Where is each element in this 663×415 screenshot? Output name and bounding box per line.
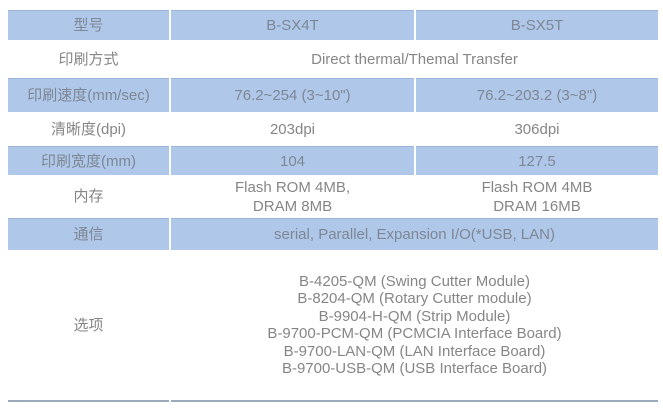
bottom-border-segment-right bbox=[171, 400, 658, 402]
table-row-options: 选项 B-4205-QM (Swing Cutter Module) B-820… bbox=[8, 250, 658, 400]
memory-value-bsx5t: Flash ROM 4MB DRAM 16MB bbox=[481, 178, 593, 215]
memory-value-bsx4t: Flash ROM 4MB, DRAM 8MB bbox=[234, 178, 351, 215]
table-row-model: 型号 B-SX4T B-SX5T bbox=[8, 10, 658, 40]
options-value-list: B-4205-QM (Swing Cutter Module) B-8204-Q… bbox=[267, 272, 562, 378]
row-label-print-width: 印刷宽度(mm) bbox=[8, 146, 169, 175]
print-width-value-bsx4t: 104 bbox=[171, 146, 414, 175]
row-label-print-speed: 印刷速度(mm/sec) bbox=[8, 78, 169, 112]
row-label-communication: 通信 bbox=[8, 218, 169, 250]
row-label-model: 型号 bbox=[8, 10, 169, 40]
print-speed-value-bsx4t: 76.2~254 (3~10") bbox=[171, 78, 414, 112]
table-row-print-method: 印刷方式 Direct thermal/Themal Transfer bbox=[8, 40, 658, 78]
table-row-resolution: 清晰度(dpi) 203dpi 306dpi bbox=[8, 112, 658, 146]
row-label-print-method: 印刷方式 bbox=[58, 50, 119, 68]
print-width-value-bsx5t: 127.5 bbox=[416, 146, 658, 175]
table-bottom-border bbox=[8, 400, 658, 402]
table-row-print-speed: 印刷速度(mm/sec) 76.2~254 (3~10") 76.2~203.2… bbox=[8, 78, 658, 112]
table-row-memory: 内存 Flash ROM 4MB, DRAM 8MB Flash ROM 4MB… bbox=[8, 175, 658, 218]
table-row-communication: 通信 serial, Parallel, Expansion I/O(*USB,… bbox=[8, 218, 658, 250]
row-label-memory: 内存 bbox=[73, 188, 104, 205]
row-label-resolution: 清晰度(dpi) bbox=[50, 120, 126, 138]
print-speed-value-bsx5t: 76.2~203.2 (3~8") bbox=[416, 78, 658, 112]
print-method-value: Direct thermal/Themal Transfer bbox=[311, 50, 518, 68]
model-value-bsx4t: B-SX4T bbox=[171, 10, 414, 40]
resolution-value-bsx4t: 203dpi bbox=[269, 120, 316, 138]
table-row-print-width: 印刷宽度(mm) 104 127.5 bbox=[8, 146, 658, 175]
row-label-options: 选项 bbox=[73, 316, 104, 334]
bottom-border-segment-left bbox=[8, 400, 169, 402]
resolution-value-bsx5t: 306dpi bbox=[514, 120, 560, 138]
communication-value: serial, Parallel, Expansion I/O(*USB, LA… bbox=[171, 218, 658, 250]
model-value-bsx5t: B-SX5T bbox=[416, 10, 658, 40]
printer-spec-table: 型号 B-SX4T B-SX5T 印刷方式 Direct thermal/The… bbox=[8, 10, 658, 402]
